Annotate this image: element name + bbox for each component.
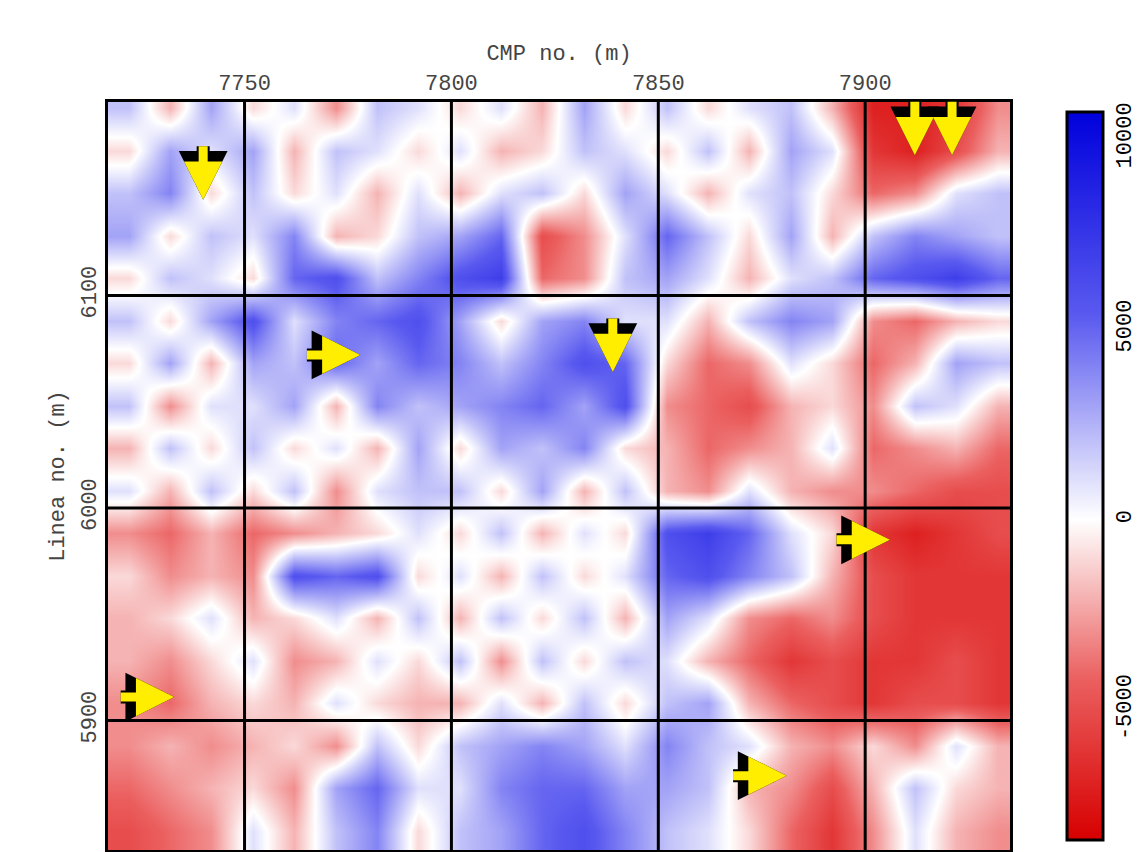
svg-text:7800: 7800 xyxy=(425,72,478,97)
svg-text:5900: 5900 xyxy=(78,691,103,744)
svg-text:Linea no. (m): Linea no. (m) xyxy=(46,390,71,562)
svg-text:10000: 10000 xyxy=(1113,102,1138,168)
svg-text:6100: 6100 xyxy=(78,266,103,319)
svg-text:7850: 7850 xyxy=(632,72,685,97)
svg-text:7900: 7900 xyxy=(839,72,892,97)
svg-text:0: 0 xyxy=(1113,510,1138,523)
svg-text:-5000: -5000 xyxy=(1113,674,1138,740)
svg-text:6000: 6000 xyxy=(78,478,103,531)
svg-text:7750: 7750 xyxy=(218,72,271,97)
svg-text:CMP no. (m): CMP no. (m) xyxy=(486,42,631,67)
svg-text:5000: 5000 xyxy=(1113,300,1138,353)
